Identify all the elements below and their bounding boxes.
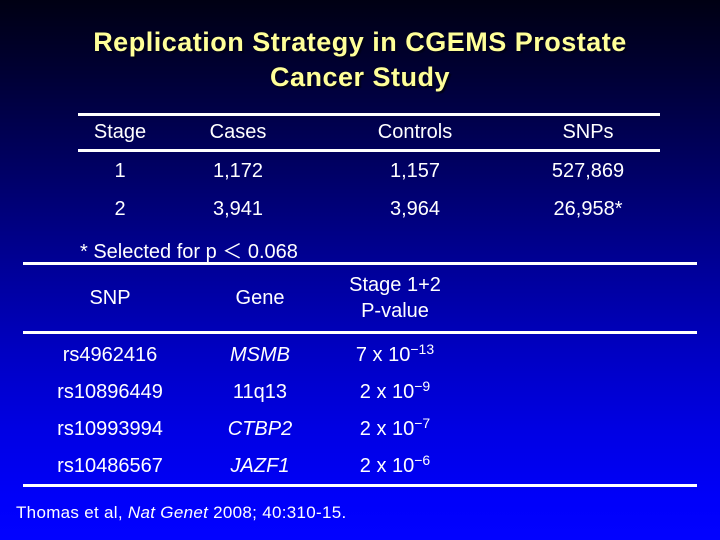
col-header-pvalue-line1: Stage 1+2 (349, 274, 441, 296)
col-header-pvalue-line2: P-value (361, 300, 429, 322)
cell-pvalue: 2 x 10−7 (330, 415, 460, 441)
cell-gene: MSMB (230, 344, 290, 366)
slide-title: Replication Strategy in CGEMS Prostate C… (93, 27, 627, 92)
pvalue-base: 7 x 10 (355, 344, 411, 366)
pvalue-exponent: −9 (414, 378, 431, 394)
cell-stage: 1 (114, 159, 126, 182)
cell-pvalue: 2 x 10−9 (330, 378, 460, 404)
cell-stage: 2 (114, 197, 126, 220)
col-header-controls: Controls (377, 121, 453, 143)
citation-journal: Nat Genet (127, 503, 209, 522)
pvalue-exponent: −13 (410, 341, 435, 357)
cell-pvalue: 7 x 10−13 (330, 341, 460, 367)
cell-gene: JAZF1 (230, 455, 290, 477)
divider-rule-bottom (23, 484, 697, 487)
pvalue-base: 2 x 10 (359, 381, 415, 403)
divider-rule-top (23, 262, 697, 265)
pvalue-exponent: −7 (414, 415, 431, 431)
snp-table-body: rs4962416 MSMB 7 x 10−13 rs10896449 11q1… (30, 337, 460, 485)
citation-details: 2008; 40:310-15. (208, 503, 347, 522)
stage-table: Stage Cases Controls SNPs 1 1,172 1,157 … (78, 113, 660, 228)
col-header-snp: SNP (89, 286, 131, 309)
citation-authors: Thomas et al, (16, 503, 128, 522)
table-row: rs10993994 CTBP2 2 x 10−7 (30, 411, 460, 448)
col-header-stage: Stage (93, 121, 147, 143)
table-row: 2 3,941 3,964 26,958* (78, 190, 660, 228)
cell-gene: 11q13 (232, 381, 288, 403)
pvalue-base: 2 x 10 (359, 418, 415, 440)
cell-cases: 1,172 (212, 159, 264, 182)
stage-table-header-row: Stage Cases Controls SNPs (78, 113, 660, 152)
cell-controls: 3,964 (389, 197, 441, 220)
citation: Thomas et al, Nat Genet 2008; 40:310-15. (16, 503, 347, 523)
cell-snp: rs10993994 (57, 418, 163, 440)
cell-snps: 527,869 (551, 159, 625, 182)
cell-pvalue: 2 x 10−6 (330, 452, 460, 478)
col-header-pvalue: Stage 1+2 P-value (330, 272, 460, 324)
cell-cases: 3,941 (212, 197, 264, 220)
cell-snp: rs10486567 (57, 455, 163, 477)
divider-rule-middle (23, 331, 697, 334)
pvalue-base: 2 x 10 (359, 455, 415, 477)
snp-table-header-row: SNP Gene Stage 1+2 P-value (30, 267, 460, 329)
cell-snps: 26,958* (553, 197, 623, 220)
col-header-gene: Gene (235, 286, 285, 309)
cell-snp: rs10896449 (57, 381, 163, 403)
table-row: rs10896449 11q13 2 x 10−9 (30, 374, 460, 411)
pvalue-exponent: −6 (414, 452, 431, 468)
col-header-cases: Cases (209, 121, 267, 143)
col-header-snps: SNPs (562, 121, 614, 143)
cell-controls: 1,157 (389, 159, 441, 182)
selection-footnote: * Selected for p ＜ 0.068 (80, 241, 298, 263)
cell-gene: CTBP2 (227, 418, 293, 440)
table-row: rs4962416 MSMB 7 x 10−13 (30, 337, 460, 374)
table-row: rs10486567 JAZF1 2 x 10−6 (30, 448, 460, 485)
cell-snp: rs4962416 (62, 344, 158, 366)
table-row: 1 1,172 1,157 527,869 (78, 152, 660, 190)
